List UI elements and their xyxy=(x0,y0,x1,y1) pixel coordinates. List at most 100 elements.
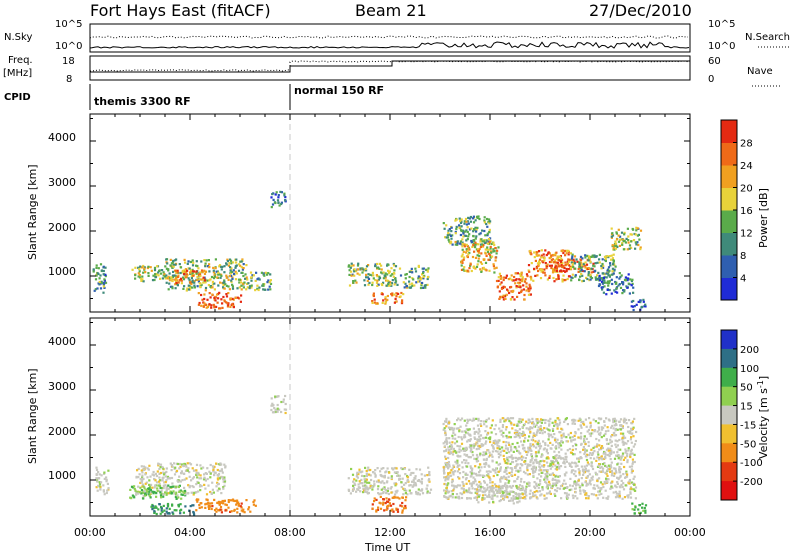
heatmap-cell xyxy=(219,505,223,509)
heatmap-cell xyxy=(489,254,492,257)
heatmap-cell xyxy=(420,477,424,481)
heatmap-cell xyxy=(524,472,527,475)
heatmap-cell xyxy=(461,261,464,264)
heatmap-cell xyxy=(568,447,571,451)
heatmap-cell xyxy=(483,229,486,233)
heatmap-cell xyxy=(585,425,588,428)
heatmap-cell xyxy=(191,286,194,289)
heatmap-cell xyxy=(557,456,560,460)
heatmap-cell xyxy=(537,451,540,454)
heatmap-cell xyxy=(167,487,170,490)
heatmap-cell xyxy=(213,288,216,291)
heatmap-cell xyxy=(582,438,586,441)
heatmap-cell xyxy=(386,489,389,493)
heatmap-cell xyxy=(499,420,502,423)
heatmap-cell xyxy=(386,507,389,510)
heatmap-cell xyxy=(177,496,180,499)
freq-tick-bottom: 8 xyxy=(66,74,72,85)
heatmap-cell xyxy=(488,489,491,492)
heatmap-cell xyxy=(364,267,367,271)
heatmap-cell xyxy=(270,206,273,209)
heatmap-cell xyxy=(546,475,549,478)
heatmap-cell xyxy=(550,264,553,267)
heatmap-cell xyxy=(503,449,506,452)
heatmap-cell xyxy=(599,481,603,484)
heatmap-cell xyxy=(504,428,508,431)
heatmap-cell xyxy=(174,280,178,283)
heatmap-cell xyxy=(555,484,558,487)
heatmap-cell xyxy=(220,298,223,301)
heatmap-cell xyxy=(479,245,482,249)
heatmap-cell xyxy=(195,473,198,476)
xtick-2400: 00:00 xyxy=(674,526,706,539)
heatmap-cell xyxy=(99,287,103,290)
heatmap-cell xyxy=(444,420,447,423)
heatmap-cell xyxy=(394,496,397,499)
heatmap-cell xyxy=(613,424,616,427)
heatmap-cell xyxy=(613,434,616,437)
heatmap-cell xyxy=(614,265,617,268)
heatmap-cell xyxy=(141,275,144,278)
heatmap-cell xyxy=(610,469,614,472)
heatmap-cell xyxy=(520,289,523,292)
heatmap-cell xyxy=(521,493,524,496)
heatmap-cell xyxy=(608,275,611,278)
heatmap-cell xyxy=(508,443,511,446)
heatmap-cell xyxy=(475,472,478,475)
heatmap-cell xyxy=(360,478,363,481)
heatmap-cell xyxy=(173,462,176,465)
heatmap-cell xyxy=(456,496,459,499)
heatmap-cell xyxy=(492,241,495,244)
heatmap-cell xyxy=(505,476,508,479)
heatmap-cell xyxy=(614,490,618,493)
heatmap-cell xyxy=(635,226,638,229)
heatmap-cell xyxy=(450,226,453,229)
heatmap-cell xyxy=(428,471,431,474)
heatmap-cell xyxy=(474,465,477,468)
heatmap-cell xyxy=(464,461,467,465)
heatmap-cell xyxy=(592,446,595,450)
heatmap-cell xyxy=(458,450,461,454)
heatmap-cell xyxy=(284,402,287,406)
heatmap-cell xyxy=(483,241,486,245)
heatmap-cell xyxy=(276,199,280,202)
heatmap-cell xyxy=(183,272,186,276)
heatmap-cell xyxy=(572,261,575,264)
heatmap-cell xyxy=(180,470,183,473)
heatmap-cell xyxy=(231,285,234,288)
heatmap-cell xyxy=(614,280,617,284)
heatmap-cell xyxy=(466,440,469,443)
heatmap-cell xyxy=(590,277,594,280)
heatmap-cell xyxy=(545,475,548,478)
heatmap-cell xyxy=(215,507,218,510)
heatmap-cell xyxy=(535,484,539,487)
heatmap-cell xyxy=(242,282,245,286)
heatmap-cell xyxy=(625,470,628,473)
heatmap-cell xyxy=(615,231,618,234)
heatmap-cell xyxy=(387,492,390,496)
heatmap-cell xyxy=(477,251,480,254)
heatmap-cell xyxy=(481,245,485,248)
heatmap-cell xyxy=(558,431,561,434)
heatmap-cell xyxy=(614,439,617,442)
heatmap-cell xyxy=(587,463,590,466)
heatmap-cell xyxy=(456,454,459,457)
heatmap-cell xyxy=(582,471,585,474)
heatmap-cell xyxy=(145,481,148,484)
heatmap-cell xyxy=(385,500,389,503)
heatmap-cell xyxy=(525,285,528,288)
heatmap-cell xyxy=(611,257,614,260)
heatmap-cell xyxy=(384,296,387,299)
heatmap-cell xyxy=(219,476,223,479)
heatmap-cell xyxy=(533,267,536,270)
heatmap-cell xyxy=(607,284,610,287)
heatmap-cell xyxy=(240,288,243,291)
heatmap-cell xyxy=(547,251,550,254)
heatmap-cell xyxy=(457,435,460,439)
heatmap-cell xyxy=(262,273,265,276)
heatmap-cell xyxy=(563,266,566,269)
heatmap-cell xyxy=(467,428,470,431)
heatmap-cell xyxy=(592,262,595,265)
heatmap-cell xyxy=(598,444,601,447)
heatmap-cell xyxy=(214,299,217,302)
